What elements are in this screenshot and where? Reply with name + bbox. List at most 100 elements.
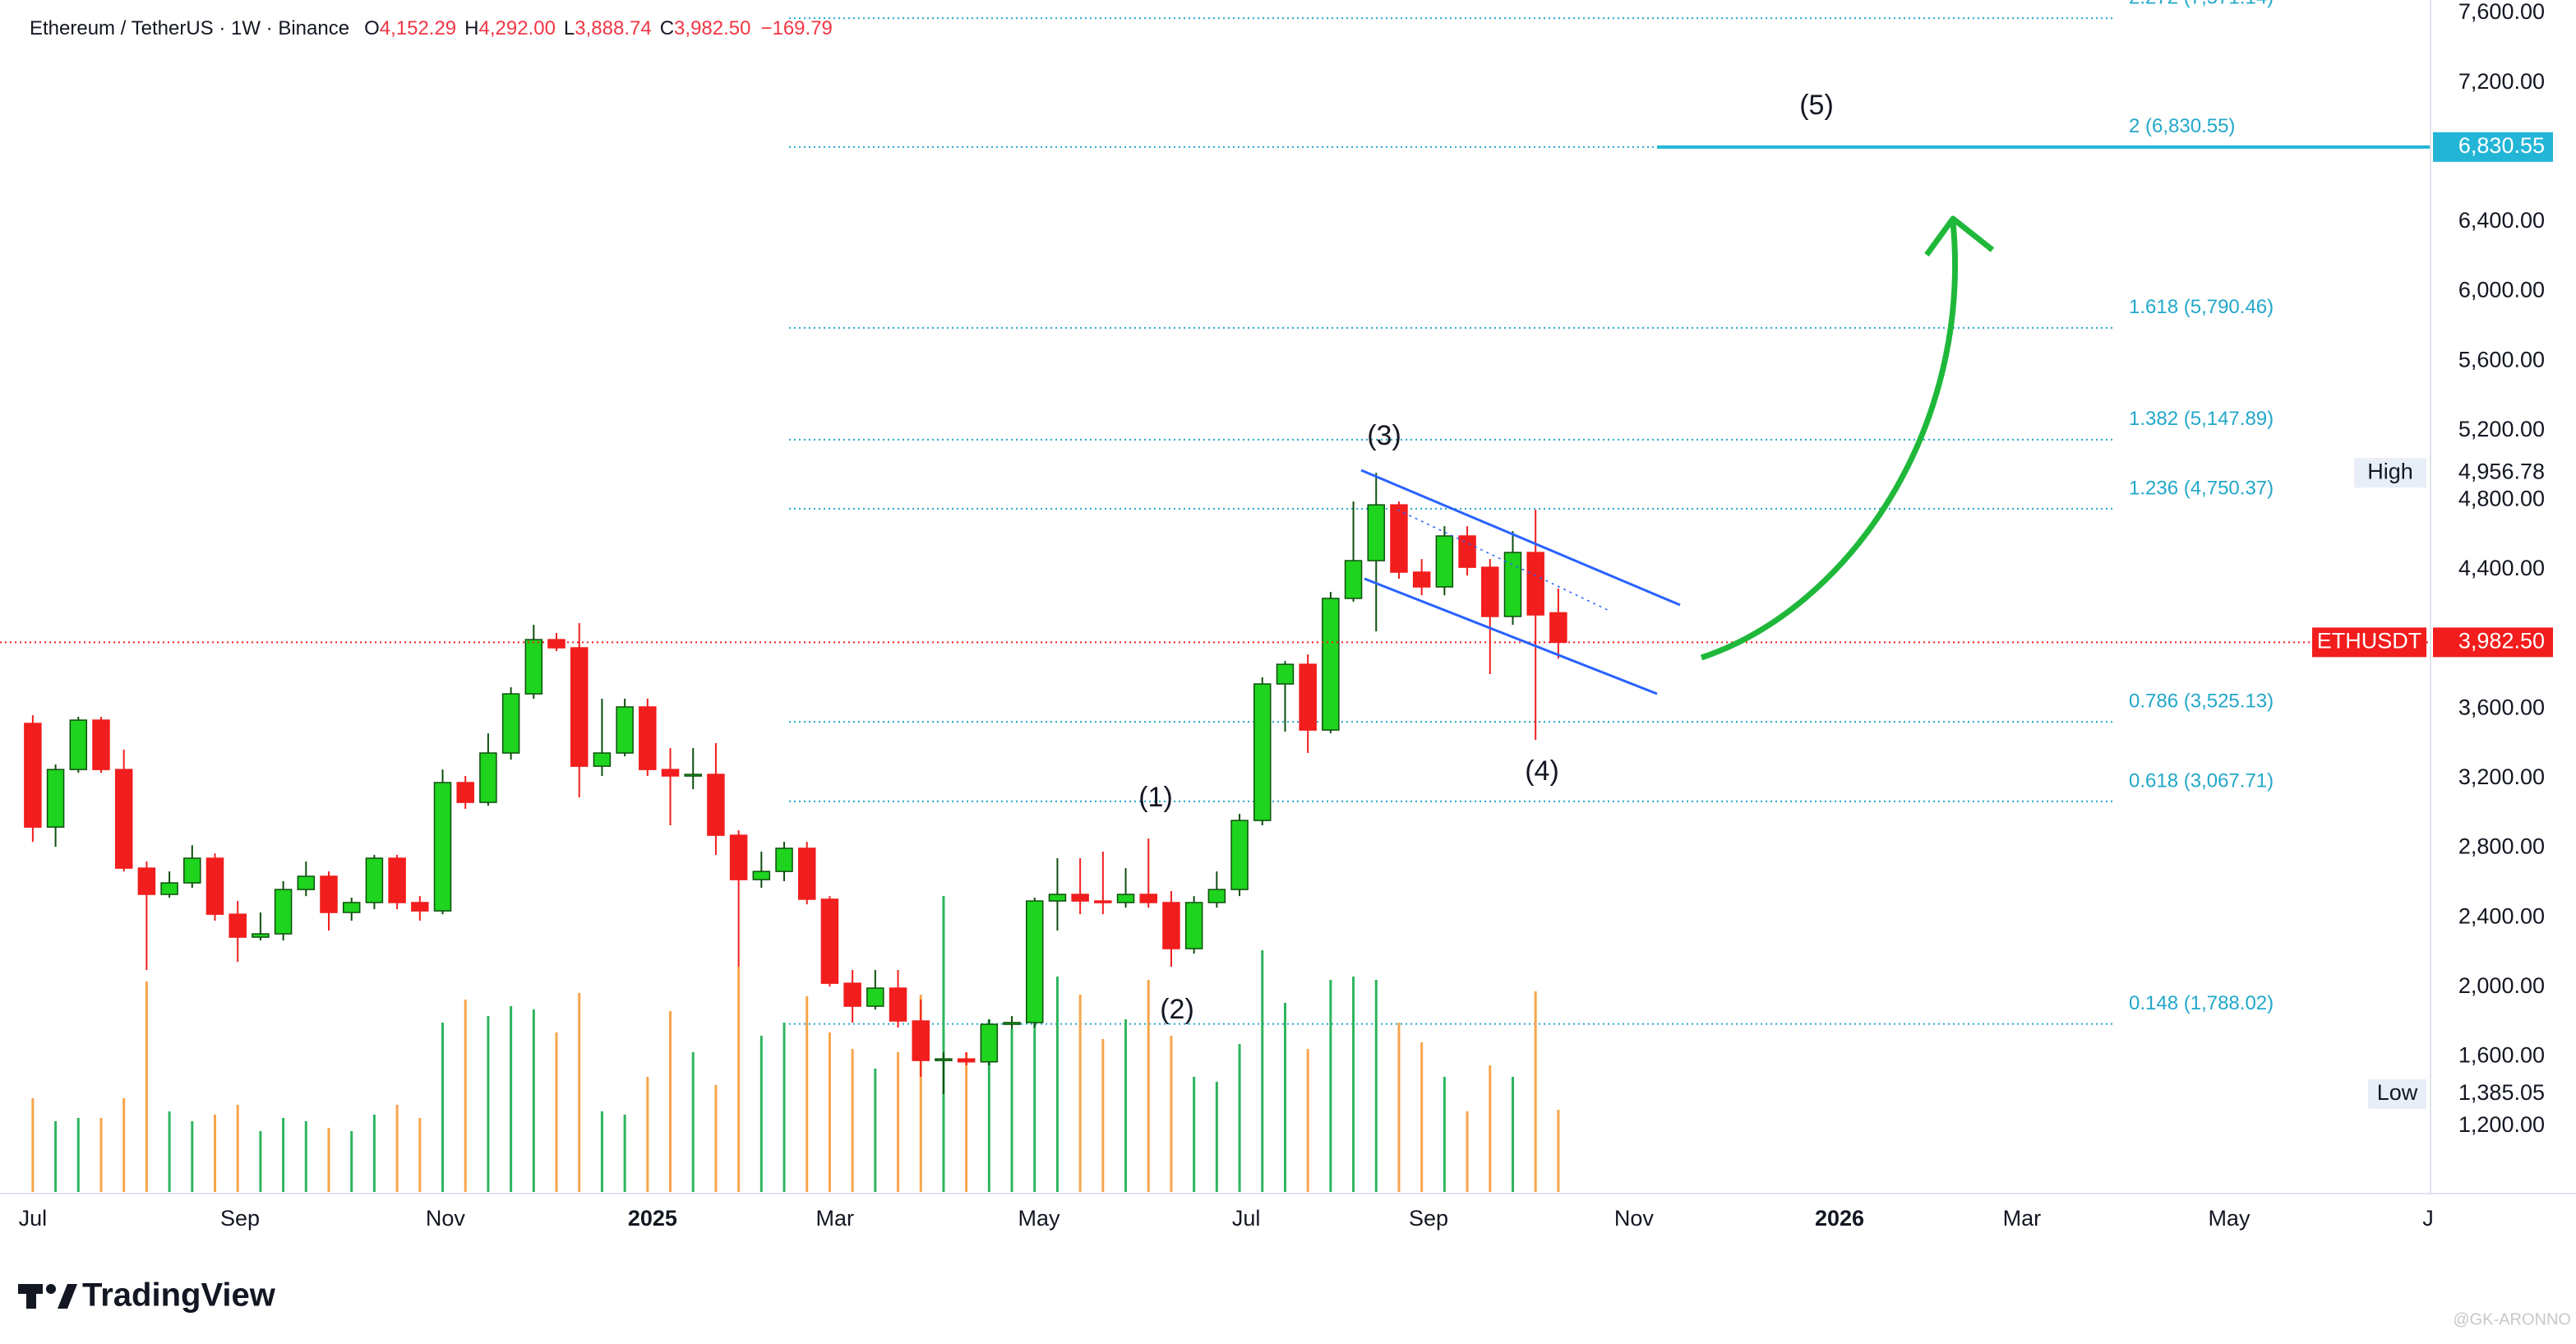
ohlc-value: 4,292.00 [479, 17, 556, 39]
fib-label: 2 (6,830.55) [2129, 115, 2235, 137]
logo-icon [58, 1284, 77, 1309]
volume-bar [942, 896, 945, 1192]
candle-body [1481, 566, 1499, 617]
candle-body [1367, 504, 1386, 561]
wave-label: (3) [1367, 420, 1401, 451]
fib-label: 1.236 (4,750.37) [2129, 477, 2274, 499]
x-tick-label: Nov [426, 1206, 466, 1231]
projection-arrow [1700, 221, 1959, 661]
candle-body [92, 719, 110, 770]
volume-bar [168, 1111, 171, 1192]
volume-bar [395, 1105, 399, 1192]
y-tick-label: 1,200.00 [2458, 1112, 2545, 1137]
volume-bar [282, 1118, 285, 1192]
marker-value-box [2433, 458, 2553, 488]
candle-body [1162, 902, 1180, 949]
arrow-head [1924, 215, 1995, 257]
candle-body [1184, 902, 1203, 949]
candle-body [707, 774, 725, 836]
volume-bar [1534, 991, 1537, 1192]
x-tick-label: Sep [1409, 1206, 1448, 1231]
candle-body [1139, 894, 1158, 903]
volume-bar [759, 1036, 763, 1192]
y-tick-label: 5,200.00 [2458, 417, 2545, 441]
candle-body [1299, 663, 1317, 731]
volume-bar [851, 1049, 854, 1192]
candle-body [479, 752, 497, 803]
x-tick-label: May [2208, 1206, 2251, 1231]
y-tick-label: 7,200.00 [2458, 69, 2545, 94]
candle-body [912, 1020, 930, 1061]
candle-body [752, 871, 771, 880]
volume-bar [874, 1069, 877, 1192]
candle-body [205, 857, 224, 915]
logo: TradingView [18, 1277, 276, 1314]
volume-bar [555, 1032, 558, 1192]
candle-body [980, 1023, 999, 1063]
candle-body [1253, 683, 1272, 821]
volume-bar [1215, 1082, 1218, 1192]
y-tick-label: 3,600.00 [2458, 695, 2545, 719]
y-tick-label: 2,400.00 [2458, 903, 2545, 928]
candle-body [1025, 900, 1044, 1023]
marker-value: 1,385.05 [2458, 1080, 2545, 1105]
marker-name-box [2354, 458, 2426, 488]
candle-body [1322, 598, 1340, 731]
candle-body [1412, 571, 1431, 588]
volume-bar [372, 1115, 376, 1192]
marker-value-box [2433, 1078, 2553, 1109]
ohlc-key: L [564, 17, 575, 39]
fib-label: 0.148 (1,788.02) [2129, 992, 2274, 1014]
candle-body [797, 848, 816, 900]
x-tick-label: May [1018, 1206, 1061, 1231]
volume-bar [31, 1098, 35, 1192]
candle-body [866, 987, 884, 1007]
volume-bar [1329, 980, 1332, 1192]
marker-value: 4,956.78 [2458, 459, 2545, 483]
candle-body [1094, 900, 1112, 903]
candle-body [843, 982, 861, 1007]
candle-body [1116, 894, 1135, 903]
volume-bar [1283, 1003, 1286, 1192]
volume-bar [532, 1009, 535, 1192]
candle-body [1003, 1022, 1021, 1025]
ohlc-key: C [660, 17, 674, 39]
volume-bar [1443, 1077, 1446, 1192]
candle-body [661, 769, 680, 777]
volume-bar [441, 1023, 445, 1192]
candle-body [252, 933, 270, 938]
wave-label: (5) [1799, 90, 1834, 121]
volume-bar [828, 1032, 831, 1192]
ohlc-value: 4,152.29 [380, 17, 456, 39]
ohlc-key: H [464, 17, 478, 39]
volume-bar [1261, 950, 1264, 1192]
candle-body [46, 769, 65, 828]
x-tick-label: Mar [816, 1206, 855, 1231]
fib-label: 0.786 (3,525.13) [2129, 690, 2274, 712]
candle-body [570, 647, 589, 767]
logo-icon [26, 1284, 36, 1309]
volume-bar [1420, 1042, 1424, 1192]
y-tick-label: 2,800.00 [2458, 834, 2545, 859]
x-tick-label: J [2422, 1206, 2434, 1231]
x-tick-label: Jul [19, 1206, 48, 1231]
candle-body [775, 848, 793, 872]
wave-label: (2) [1160, 994, 1194, 1025]
volume-bar [236, 1105, 239, 1192]
y-tick-label: 5,600.00 [2458, 347, 2545, 372]
candle-body [456, 782, 474, 803]
candle-body [1549, 612, 1567, 644]
candle-body [1503, 552, 1522, 617]
candle-body [114, 769, 133, 869]
volume-bar [1147, 980, 1150, 1192]
x-tick-label: Nov [1614, 1206, 1655, 1231]
change: −169.79 [760, 17, 832, 39]
volume-bar [99, 1118, 103, 1192]
x-tick-label: Sep [220, 1206, 260, 1231]
volume-bar [350, 1131, 353, 1192]
candle-body [1207, 889, 1226, 903]
volume-bar [1010, 1029, 1013, 1192]
volume-bar [1374, 980, 1378, 1192]
